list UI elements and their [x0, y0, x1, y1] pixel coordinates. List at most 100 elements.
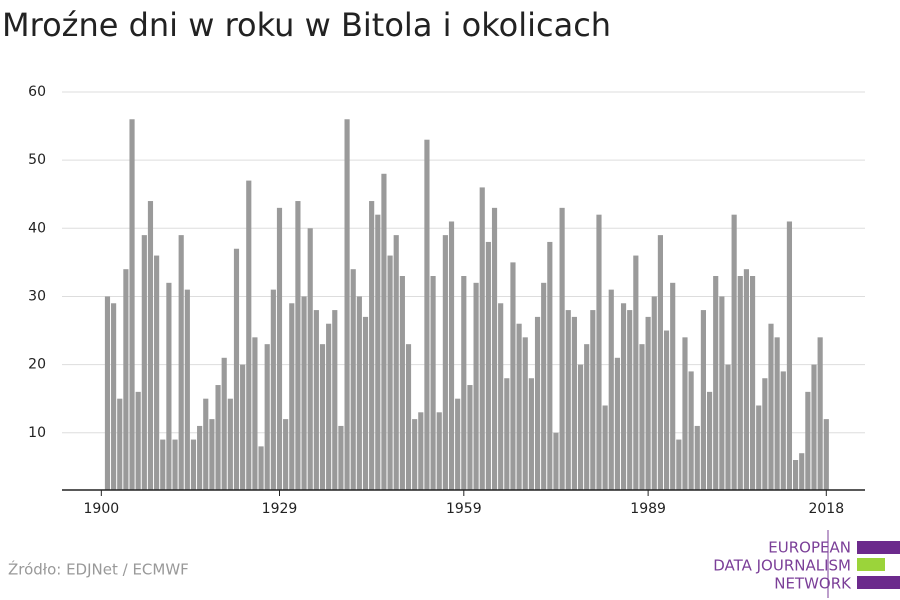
bar: [565, 310, 571, 490]
bar: [362, 316, 369, 490]
bar: [215, 385, 221, 490]
x-tick-label: 1929: [262, 501, 298, 517]
bar: [455, 398, 461, 490]
bar: [590, 310, 596, 490]
bar: [448, 221, 455, 490]
y-tick-label: 30: [28, 288, 46, 304]
bar: [541, 282, 547, 490]
bar: [571, 316, 577, 490]
bar: [221, 357, 227, 490]
bar: [768, 323, 774, 490]
bar: [725, 364, 731, 490]
bar: [823, 419, 829, 490]
bar: [172, 439, 178, 490]
logo-text: DATA JOURNALISM: [713, 557, 851, 575]
x-tick-label: 2018: [808, 501, 844, 517]
bar: [504, 378, 510, 490]
bar: [412, 419, 418, 490]
y-tick-label: 10: [28, 425, 46, 441]
bar: [399, 276, 405, 490]
bar: [295, 201, 301, 491]
bar: [203, 398, 209, 490]
bar: [651, 296, 657, 490]
bar: [289, 303, 295, 490]
bar: [774, 337, 780, 490]
bar: [123, 269, 129, 490]
bar: [117, 398, 123, 490]
bar: [817, 337, 823, 490]
bar: [522, 337, 528, 490]
bar: [405, 344, 412, 490]
bar: [713, 276, 719, 490]
logo-bar: [857, 558, 885, 571]
bar: [111, 303, 117, 490]
x-tick-label: 1959: [446, 501, 482, 517]
bar: [491, 207, 498, 490]
bar: [375, 214, 381, 490]
bar: [706, 391, 713, 490]
bar: [528, 378, 534, 490]
bar: [682, 337, 688, 490]
bar: [608, 289, 614, 490]
bar: [344, 119, 350, 490]
x-tick-label: 1900: [84, 501, 120, 517]
bar: [178, 235, 184, 490]
bar: [197, 425, 203, 490]
bar: [154, 255, 160, 490]
bar: [147, 201, 154, 491]
bar: [694, 425, 700, 490]
bar: [424, 139, 430, 490]
bar: [670, 282, 676, 490]
bar: [393, 235, 399, 490]
bar: [811, 364, 817, 490]
bar: [559, 207, 565, 490]
bar: [596, 214, 602, 490]
bar: [614, 357, 620, 490]
source: Źródło: EDJNet / ECMWF: [8, 560, 189, 579]
bar: [283, 419, 289, 490]
bar: [620, 303, 627, 490]
bar: [577, 364, 584, 490]
bar: [663, 330, 670, 490]
bar: [639, 344, 645, 490]
bar: [731, 214, 737, 490]
bar: [676, 439, 682, 490]
bar: [104, 296, 111, 490]
logo: EUROPEAN DATA JOURNALISM NETWORK: [713, 530, 900, 598]
bar: [319, 344, 326, 490]
bar: [369, 201, 375, 491]
bar: [602, 405, 608, 490]
y-tick-label: 20: [28, 357, 46, 373]
bar: [627, 310, 633, 490]
bar: [332, 310, 338, 490]
bar: [227, 398, 233, 490]
bar: [743, 269, 750, 490]
bar: [276, 207, 283, 490]
bar: [436, 412, 442, 490]
bar: [356, 296, 362, 490]
bar: [442, 235, 448, 490]
bar: [190, 439, 197, 490]
bar: [430, 276, 436, 490]
bar: [258, 446, 264, 490]
logo-bar: [857, 541, 900, 554]
bar: [762, 378, 768, 490]
bar: [209, 419, 215, 490]
bar: [780, 371, 786, 490]
bar: [547, 241, 553, 490]
bar: [246, 180, 252, 490]
bar: [534, 316, 541, 490]
bar: [737, 276, 743, 490]
logo-bar: [857, 576, 900, 589]
bar: [645, 316, 651, 490]
bar: [135, 391, 141, 490]
bar: [479, 187, 485, 491]
bar: [805, 391, 811, 490]
bar: [756, 405, 762, 490]
bar: [313, 310, 319, 490]
y-tick-label: 60: [28, 84, 46, 100]
bar: [799, 453, 805, 490]
bar: [473, 282, 479, 490]
bar: [700, 310, 706, 490]
